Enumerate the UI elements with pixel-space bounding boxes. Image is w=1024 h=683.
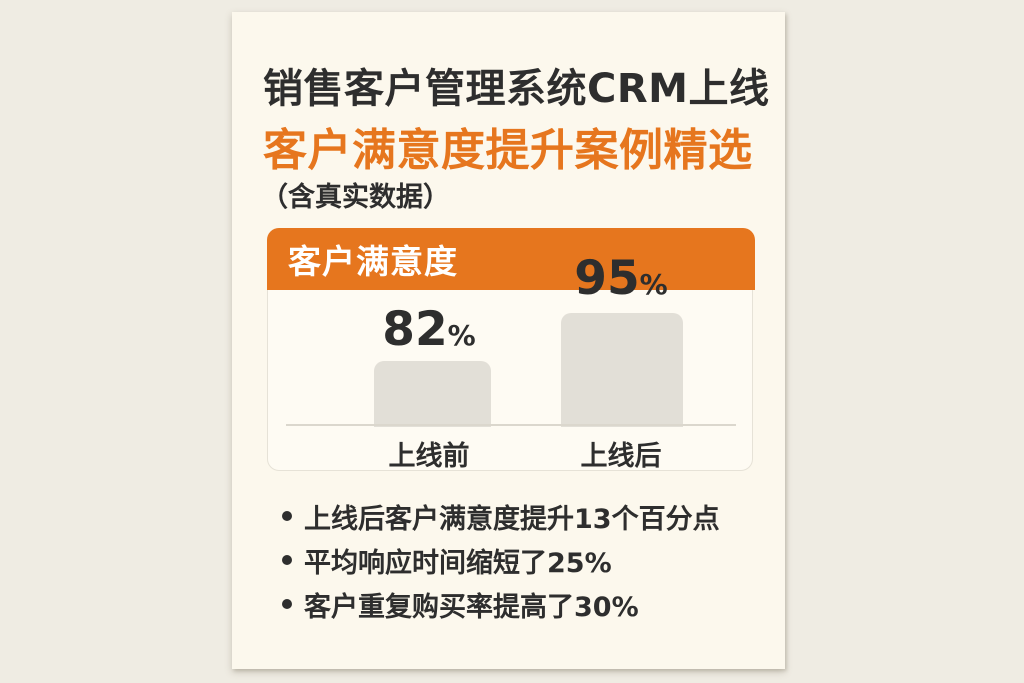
- poster-card: 销售客户管理系统CRM上线 客户满意度提升案例精选 （含真实数据） 客户满意度 …: [232, 12, 785, 669]
- bar-value-before: 82%: [349, 302, 509, 357]
- chart-title: 客户满意度: [288, 242, 458, 281]
- bar-after-launch: [561, 313, 683, 427]
- bullet-text: 上线后客户满意度提升13个百分点: [304, 503, 720, 535]
- bullet-dot-icon: [282, 599, 292, 609]
- list-item: 平均响应时间缩短了25%: [282, 545, 720, 579]
- bullet-dot-icon: [282, 511, 292, 521]
- bullet-dot-icon: [282, 555, 292, 565]
- data-note: （含真实数据）: [261, 182, 450, 213]
- bar-value-before-unit: %: [447, 319, 476, 352]
- chart-baseline: [286, 424, 736, 426]
- list-item: 上线后客户满意度提升13个百分点: [282, 501, 720, 535]
- satisfaction-chart-panel: 客户满意度 82% 95% 上线前 上线后: [267, 228, 755, 472]
- category-label-after: 上线后: [580, 441, 662, 472]
- category-label-before: 上线前: [388, 441, 470, 472]
- page-title: 销售客户管理系统CRM上线: [263, 66, 770, 112]
- bar-before-launch: [374, 361, 491, 427]
- bullet-text: 客户重复购买率提高了30%: [304, 591, 639, 623]
- bullet-text: 平均响应时间缩短了25%: [304, 547, 612, 579]
- list-item: 客户重复购买率提高了30%: [282, 589, 720, 623]
- bar-value-before-number: 82: [382, 302, 448, 357]
- highlights-list: 上线后客户满意度提升13个百分点 平均响应时间缩短了25% 客户重复购买率提高了…: [282, 501, 720, 633]
- bar-value-after-unit: %: [639, 268, 668, 301]
- page-subtitle: 客户满意度提升案例精选: [263, 125, 753, 176]
- bar-value-after: 95%: [541, 251, 701, 306]
- chart-header-bar: 客户满意度: [267, 228, 755, 290]
- bar-value-after-number: 95: [574, 251, 640, 306]
